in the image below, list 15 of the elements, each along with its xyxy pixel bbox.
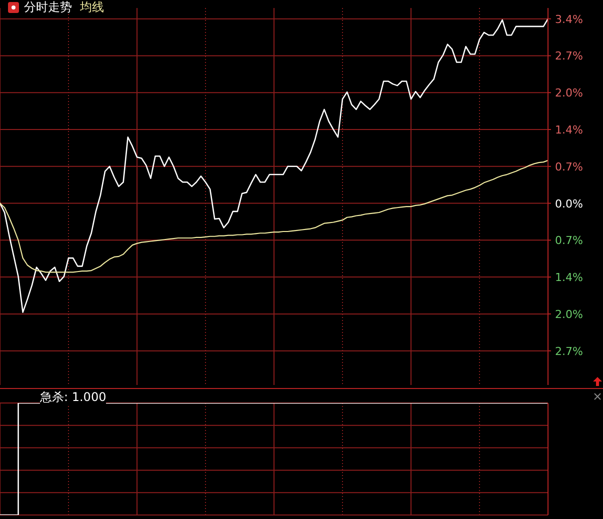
y-tick-label: 1.4%: [555, 271, 583, 284]
y-tick-label: 0.0%: [555, 197, 583, 210]
line-series: [0, 18, 548, 313]
chart-title: 急杀: 1.000: [40, 390, 106, 404]
y-tick-label: 2.7%: [555, 50, 583, 63]
y-tick-label: 2.0%: [555, 308, 583, 321]
y-tick-label: 1.4%: [555, 124, 583, 137]
line-series: [0, 160, 548, 273]
y-tick-label: 3.4%: [555, 12, 583, 26]
y-tick-label: 0.7%: [555, 234, 583, 248]
text: 均线: [80, 0, 104, 14]
y-tick-label: 0.7%: [555, 160, 583, 174]
y-tick-label: 2.7%: [555, 344, 583, 358]
chart-title: 分时走势: [24, 0, 72, 14]
y-tick-label: 2.0%: [555, 86, 583, 100]
